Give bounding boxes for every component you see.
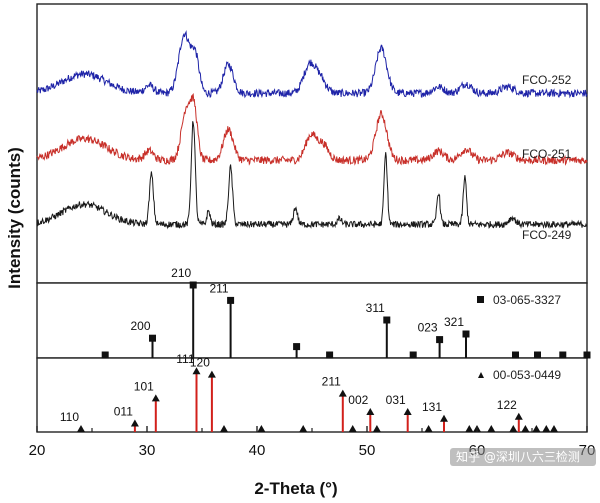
hkl-label: 211: [322, 375, 341, 389]
triangle-marker: [348, 425, 357, 432]
square-marker: [409, 351, 417, 359]
hkl-label: 131: [422, 400, 442, 414]
series-layer: [36, 29, 588, 230]
series-label-fco-249: FCO-249: [522, 228, 572, 242]
hkl-label: 101: [134, 379, 154, 393]
hkl-label: 110: [60, 410, 79, 424]
square-marker: [227, 296, 235, 304]
hkl-label: 011: [114, 405, 133, 419]
triangle-marker: [424, 425, 433, 432]
triangle-marker: [521, 425, 530, 432]
triangle-marker: [151, 394, 160, 402]
triangle-marker: [372, 425, 381, 432]
triangle-marker: [338, 389, 347, 397]
square-marker: [512, 351, 519, 359]
series-line-fco-249: [36, 121, 588, 230]
triangle-marker: [532, 425, 541, 432]
triangle-marker: [207, 370, 216, 378]
triangle-marker: [220, 425, 228, 432]
reference-panel-2: [36, 357, 588, 433]
square-marker-icon: [477, 296, 484, 303]
reference-panel-1: [36, 282, 588, 359]
hkl-label: 031: [386, 393, 406, 407]
hkl-label: 120: [190, 356, 210, 370]
triangle-marker: [509, 425, 518, 432]
series-line-fco-252: [36, 29, 588, 99]
triangle-marker: [465, 425, 474, 432]
square-marker: [189, 281, 197, 289]
square-marker: [326, 351, 334, 359]
triangle-marker: [542, 425, 551, 432]
triangle-marker: [403, 408, 412, 415]
square-marker: [534, 351, 541, 359]
hkl-label: 321: [444, 315, 464, 329]
series-line-fco-251: [36, 93, 588, 166]
hkl-label: 311: [366, 301, 385, 315]
hkl-label: 122: [497, 398, 517, 412]
x-tick-label: 30: [139, 442, 156, 459]
square-marker: [293, 343, 301, 351]
triangle-marker: [366, 408, 375, 415]
y-axis-title: Intensity (counts): [5, 147, 24, 289]
square-marker: [149, 334, 156, 342]
reference-legend-2: 00-053-0449: [493, 368, 561, 382]
pattern-panel: [36, 3, 588, 284]
triangle-marker: [487, 425, 496, 432]
hkl-label: 211: [209, 281, 228, 295]
triangle-marker: [299, 425, 308, 432]
x-tick-label: 40: [249, 442, 266, 459]
square-marker: [559, 351, 567, 359]
watermark-badge: [450, 448, 596, 466]
reference-legend-1: 03-065-3327: [493, 293, 561, 307]
series-label-fco-251: FCO-251: [522, 147, 572, 161]
square-marker: [101, 351, 109, 359]
hkl-label: 200: [130, 319, 150, 333]
square-marker: [436, 336, 444, 344]
square-marker: [383, 316, 391, 324]
watermark-text: 知乎 @深圳八六三检测: [456, 449, 580, 464]
triangle-marker: [130, 419, 139, 427]
triangle-marker: [514, 412, 523, 420]
square-marker: [462, 330, 470, 338]
x-tick-label: 50: [359, 442, 376, 459]
square-marker: [583, 351, 591, 359]
hkl-label: 002: [348, 393, 368, 407]
triangle-marker: [440, 414, 448, 422]
x-axis-title: 2-Theta (°): [254, 479, 337, 498]
hkl-label: 023: [418, 321, 438, 335]
triangle-marker-icon: [478, 372, 484, 378]
x-tick-label: 20: [29, 442, 46, 459]
hkl-label: 210: [171, 266, 191, 280]
series-label-fco-252: FCO-252: [522, 73, 572, 87]
triangle-marker: [257, 425, 266, 432]
triangle-marker: [192, 367, 201, 375]
triangle-marker: [77, 425, 85, 432]
triangle-marker: [550, 425, 558, 432]
hkl-label: 111: [176, 352, 195, 366]
